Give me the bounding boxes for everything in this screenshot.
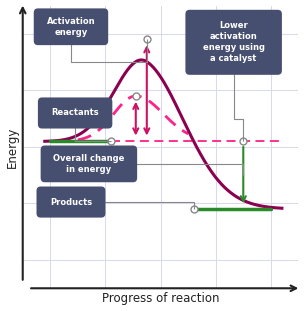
Text: Reactants: Reactants [51,109,99,118]
Y-axis label: Energy: Energy [5,126,19,168]
Text: Activation
energy: Activation energy [47,17,95,37]
Text: Lower
activation
energy using
a catalyst: Lower activation energy using a catalyst [203,21,265,63]
Text: Overall change
in energy: Overall change in energy [53,154,125,174]
FancyBboxPatch shape [185,10,282,75]
FancyBboxPatch shape [38,97,112,128]
X-axis label: Progress of reaction: Progress of reaction [102,292,219,305]
FancyBboxPatch shape [41,146,137,182]
Text: Products: Products [50,197,92,207]
FancyBboxPatch shape [36,187,105,218]
FancyBboxPatch shape [34,8,108,45]
